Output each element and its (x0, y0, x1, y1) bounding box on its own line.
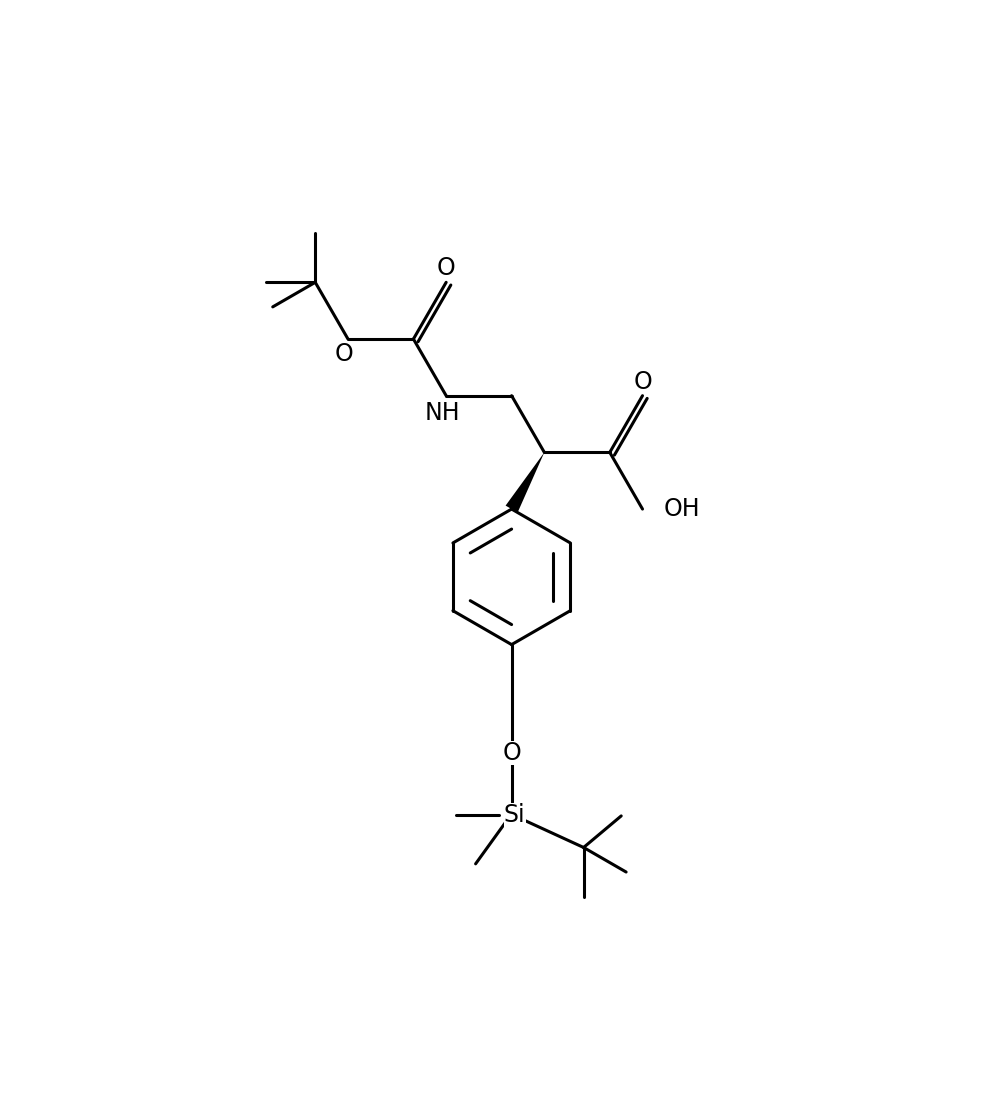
Text: OH: OH (664, 497, 701, 522)
Text: NH: NH (424, 401, 460, 425)
Text: Si: Si (503, 803, 525, 827)
Text: O: O (437, 257, 456, 280)
Text: O: O (335, 343, 354, 367)
Polygon shape (505, 452, 544, 513)
Text: O: O (502, 740, 521, 764)
Text: O: O (634, 370, 651, 394)
